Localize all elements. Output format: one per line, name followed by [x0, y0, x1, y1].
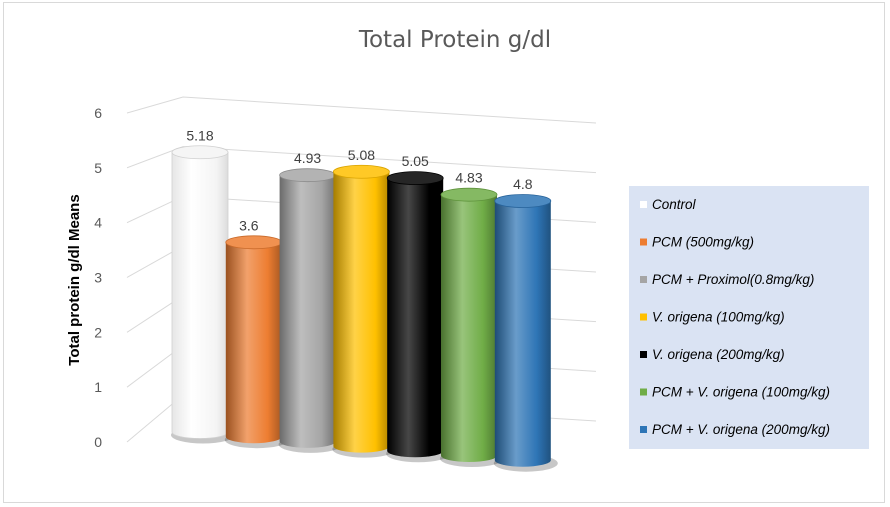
bar-body	[225, 242, 282, 444]
y-tick-label: 0	[94, 434, 102, 450]
data-label: 4.93	[294, 150, 321, 166]
bar	[279, 168, 337, 448]
bar	[440, 187, 498, 462]
y-tick-label: 2	[94, 324, 102, 340]
legend-box	[629, 186, 869, 449]
legend-label: V. origena (100mg/kg)	[652, 310, 785, 325]
bar-top	[171, 145, 229, 160]
legend-swatch	[640, 426, 647, 433]
y-tick-label: 3	[94, 270, 102, 286]
legend-swatch	[640, 313, 647, 321]
chart-title: Total Protein g/dl	[358, 27, 551, 53]
data-label: 4.8	[513, 176, 533, 192]
y-axis-ticks: 0 1 2 3 4 5 6	[94, 105, 102, 450]
legend-label: Control	[652, 197, 697, 212]
legend-item: V. origena (100mg/kg)	[640, 310, 785, 325]
legend-label: PCM + Proximol(0.8mg/kg)	[652, 272, 814, 287]
bar-body	[441, 194, 497, 462]
legend-swatch	[640, 388, 647, 396]
data-label: 5.08	[348, 147, 375, 163]
legend-item: PCM + V. origena (200mg/kg)	[640, 422, 830, 437]
gridline	[126, 96, 597, 124]
y-tick-label: 4	[94, 215, 102, 231]
y-tick-label: 6	[94, 105, 102, 121]
bar	[171, 145, 229, 439]
bar-top	[332, 164, 390, 179]
bar-body	[333, 171, 390, 453]
bar-top	[386, 171, 444, 186]
gridline	[126, 146, 597, 174]
y-tick-label: 1	[94, 379, 102, 395]
legend: Control PCM (500mg/kg) PCM + Proximol(0.8m…	[640, 197, 830, 437]
bar-top	[494, 194, 552, 208]
bars	[171, 145, 552, 467]
bar-body	[279, 175, 336, 448]
data-label: 5.05	[402, 153, 429, 169]
bar-body	[171, 151, 229, 439]
bar-body	[494, 201, 551, 467]
legend-label: PCM + V. origena (200mg/kg)	[652, 422, 830, 437]
legend-item: PCM (500mg/kg)	[640, 235, 754, 250]
legend-item: PCM + V. origena (100mg/kg)	[640, 385, 830, 400]
legend-label: PCM + V. origena (100mg/kg)	[652, 385, 830, 400]
legend-label: V. origena (200mg/kg)	[652, 347, 785, 362]
bar-top	[440, 187, 498, 202]
data-label: 5.18	[186, 127, 213, 143]
bar-top	[279, 168, 337, 183]
data-labels: 5.18 3.6 4.93 5.08 5.05 4.83 4.8	[186, 127, 532, 233]
legend-item: PCM + Proximol(0.8mg/kg)	[640, 272, 814, 287]
bar	[494, 194, 552, 467]
bar-body	[387, 178, 444, 458]
legend-item: V. origena (200mg/kg)	[640, 347, 785, 362]
bar	[332, 164, 390, 453]
legend-swatch	[640, 351, 647, 358]
bar-top	[225, 235, 283, 250]
y-axis-label: Total protein g/dl Means	[66, 194, 83, 365]
data-label: 4.83	[455, 170, 482, 186]
legend-swatch	[640, 276, 647, 283]
bar	[225, 235, 283, 444]
bar	[386, 171, 444, 458]
legend-item: Control	[640, 197, 697, 212]
data-label: 3.6	[239, 217, 259, 233]
legend-swatch	[640, 238, 647, 246]
legend-swatch	[640, 201, 647, 208]
y-tick-label: 5	[94, 160, 102, 176]
legend-label: PCM (500mg/kg)	[652, 235, 754, 250]
